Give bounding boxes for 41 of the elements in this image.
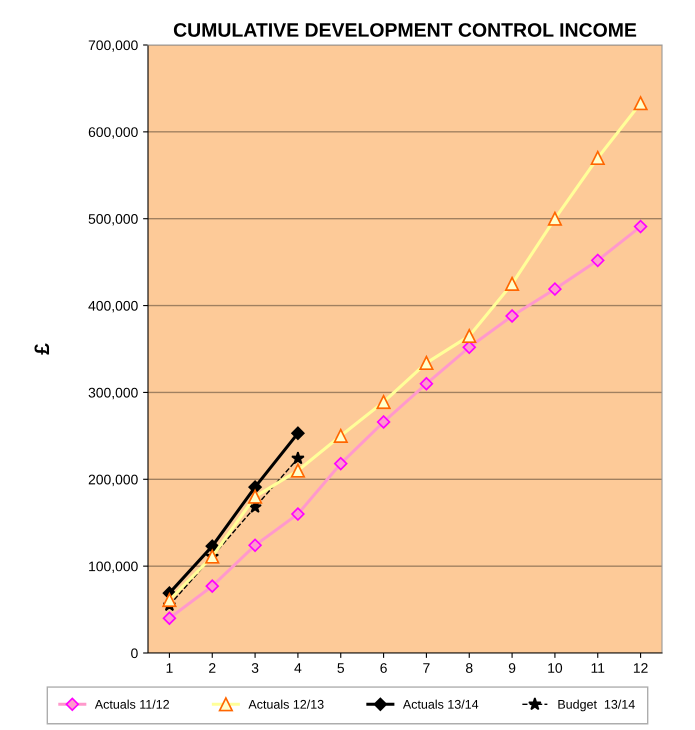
x-tick-label: 7 [423, 663, 430, 673]
legend-label: Actuals 13/14 [402, 700, 478, 709]
y-tick-label: 600,000 [88, 127, 138, 139]
y-axis-title: £ [34, 343, 50, 355]
point [248, 538, 262, 552]
y-tick-label: 100,000 [89, 561, 138, 573]
legend-label: Actuals 12/13 [248, 700, 324, 709]
point [634, 220, 648, 234]
point [334, 456, 348, 470]
x-tick-label: 8 [466, 663, 473, 673]
x-tick-label: 1 [166, 663, 173, 673]
point [376, 415, 390, 429]
x-tick-label: 9 [508, 663, 516, 673]
point [505, 309, 519, 323]
point [291, 426, 305, 440]
point [206, 539, 219, 553]
y-tick-label: 0 [131, 648, 138, 658]
point [291, 451, 305, 464]
legend-label: Budget 13/14 [558, 700, 635, 712]
point [291, 507, 305, 521]
x-tick-label: 11 [592, 663, 604, 673]
chart-title: CUMULATIVE DEVELOPMENT CONTROL INCOME [174, 23, 636, 37]
x-tick-label: 12 [634, 663, 648, 673]
point [162, 612, 176, 625]
x-tick-label: 6 [380, 663, 387, 673]
point [248, 480, 262, 494]
x-tick-label: 4 [294, 663, 302, 673]
y-tick-label: 400,000 [88, 300, 138, 312]
point [548, 282, 562, 296]
x-tick-label: 10 [548, 663, 562, 673]
x-tick-label: 3 [252, 663, 258, 673]
y-tick-label: 500,000 [88, 214, 138, 226]
point [591, 254, 604, 268]
y-tick-label: 700,000 [88, 40, 138, 52]
x-tick-label: 2 [209, 663, 216, 673]
x-tick-label: 5 [337, 663, 344, 673]
y-tick-label: 300,000 [88, 388, 138, 400]
legend-label: Actuals 11/12 [94, 700, 169, 709]
point [206, 579, 219, 593]
point [420, 377, 434, 390]
y-tick-label: 200,000 [88, 474, 138, 486]
